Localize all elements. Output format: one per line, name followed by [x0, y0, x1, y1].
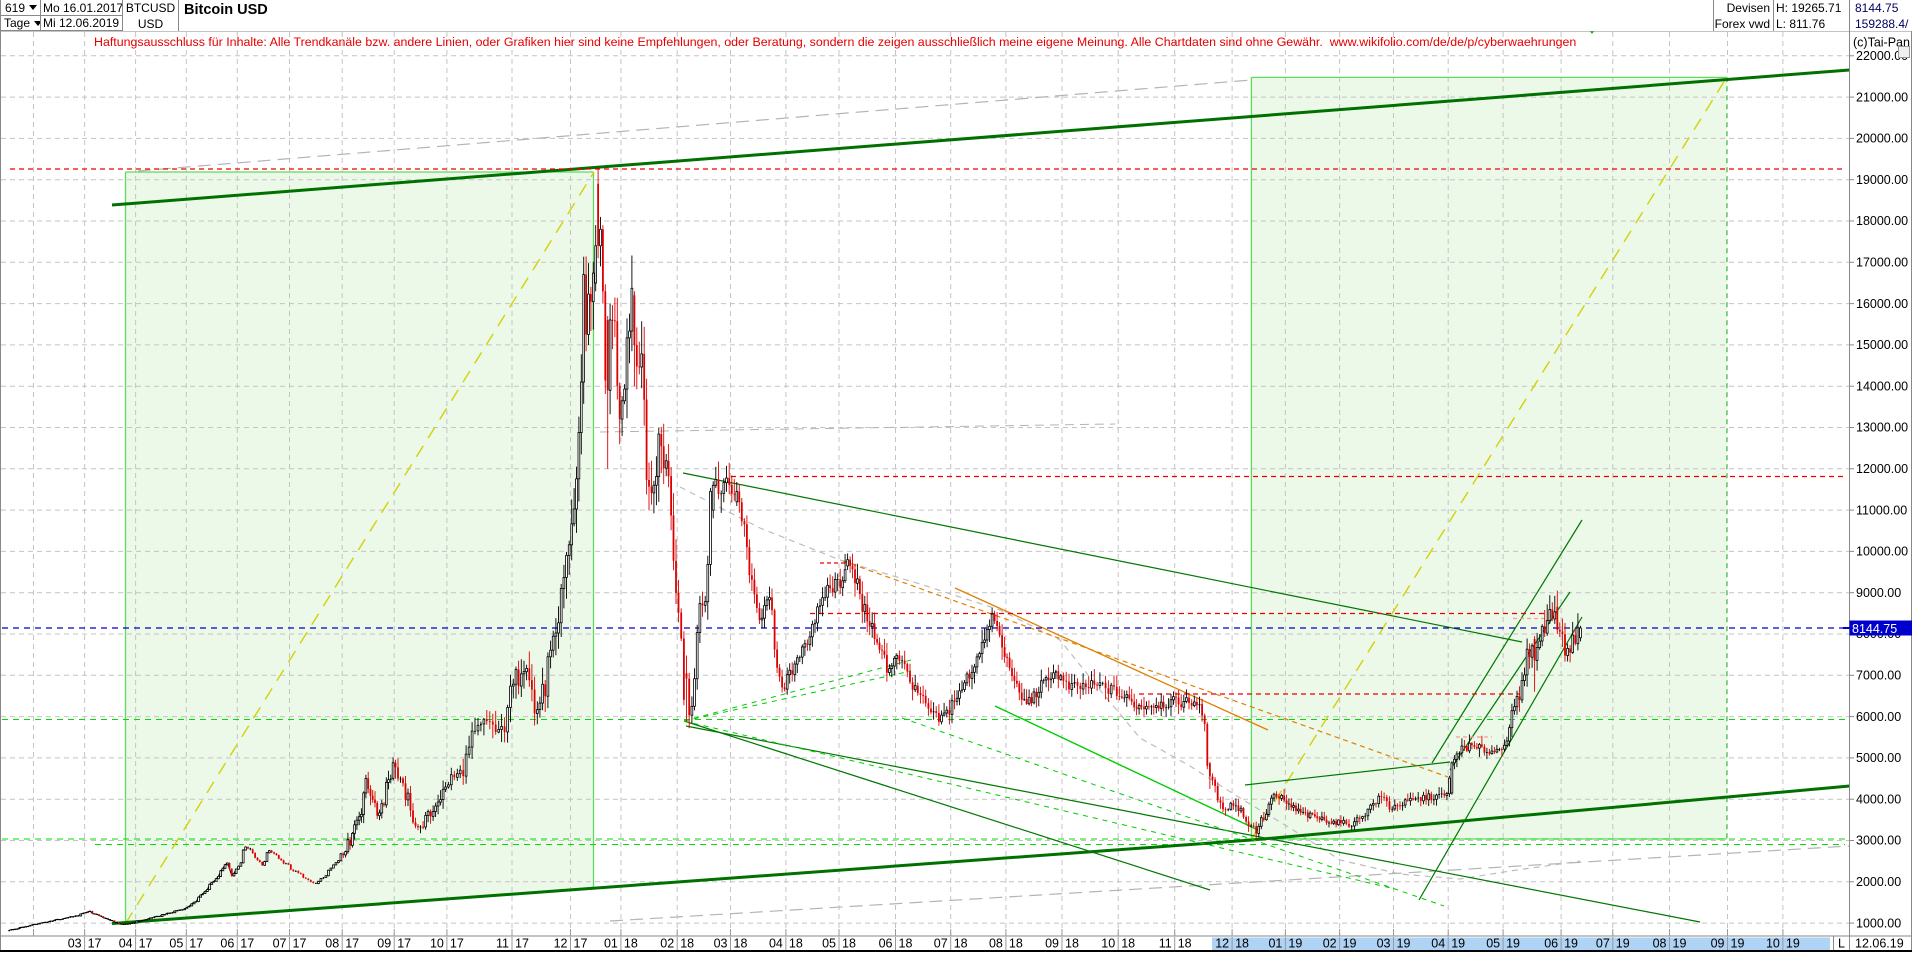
svg-text:9000.00: 9000.00	[1856, 586, 1901, 600]
svg-text:18: 18	[1009, 937, 1023, 951]
svg-text:17: 17	[397, 937, 411, 951]
svg-text:18: 18	[899, 937, 913, 951]
svg-text:11000.00: 11000.00	[1856, 503, 1907, 517]
svg-text:07: 07	[934, 937, 948, 951]
svg-text:08: 08	[989, 937, 1003, 951]
svg-text:17: 17	[88, 937, 102, 951]
svg-text:17: 17	[450, 937, 464, 951]
svg-text:17: 17	[240, 937, 254, 951]
svg-text:11: 11	[1159, 937, 1172, 951]
svg-text:19: 19	[1786, 937, 1800, 951]
svg-text:19: 19	[1506, 937, 1520, 951]
svg-text:01: 01	[1268, 937, 1282, 951]
svg-text:10: 10	[430, 937, 444, 951]
svg-text:08: 08	[1653, 937, 1667, 951]
svg-text:18: 18	[954, 937, 968, 951]
svg-text:1000.00: 1000.00	[1856, 916, 1901, 930]
svg-text:17: 17	[345, 937, 359, 951]
svg-text:8144.75: 8144.75	[1852, 622, 1897, 636]
svg-text:17: 17	[515, 937, 529, 951]
svg-text:17: 17	[139, 937, 153, 951]
svg-text:12: 12	[554, 937, 568, 951]
svg-text:19: 19	[1288, 937, 1302, 951]
svg-text:03: 03	[714, 937, 728, 951]
svg-text:08: 08	[325, 937, 339, 951]
svg-text:06: 06	[220, 937, 234, 951]
svg-text:03: 03	[68, 937, 82, 951]
svg-text:02: 02	[660, 937, 674, 951]
svg-text:06: 06	[879, 937, 893, 951]
svg-text:05: 05	[1486, 937, 1500, 951]
svg-text:19: 19	[1564, 937, 1578, 951]
svg-text:17: 17	[293, 937, 307, 951]
svg-text:12000.00: 12000.00	[1856, 462, 1908, 476]
svg-text:6000.00: 6000.00	[1856, 710, 1901, 724]
svg-text:18: 18	[1065, 937, 1079, 951]
svg-text:02: 02	[1323, 937, 1337, 951]
svg-text:19: 19	[1451, 937, 1465, 951]
svg-text:18: 18	[1235, 937, 1249, 951]
svg-text:19: 19	[1397, 937, 1411, 951]
svg-text:19: 19	[1731, 937, 1745, 951]
svg-text:3000.00: 3000.00	[1856, 834, 1901, 848]
svg-text:20000.00: 20000.00	[1856, 132, 1908, 146]
svg-text:18: 18	[789, 937, 803, 951]
svg-text:18: 18	[734, 937, 748, 951]
svg-text:19: 19	[1616, 937, 1630, 951]
svg-text:04: 04	[1431, 937, 1445, 951]
svg-text:2000.00: 2000.00	[1856, 875, 1901, 889]
svg-text:17000.00: 17000.00	[1856, 256, 1908, 270]
svg-text:L: L	[1838, 937, 1845, 951]
svg-text:10: 10	[1766, 937, 1780, 951]
svg-text:18000.00: 18000.00	[1856, 214, 1908, 228]
svg-text:17: 17	[189, 937, 203, 951]
svg-text:13000.00: 13000.00	[1856, 421, 1908, 435]
svg-text:19: 19	[1673, 937, 1687, 951]
svg-text:18: 18	[842, 937, 856, 951]
svg-text:18: 18	[1178, 937, 1192, 951]
svg-text:01: 01	[604, 937, 618, 951]
svg-text:21000.00: 21000.00	[1856, 90, 1908, 104]
svg-text:09: 09	[1711, 937, 1725, 951]
svg-text:03: 03	[1377, 937, 1391, 951]
svg-text:18: 18	[680, 937, 694, 951]
svg-text:07: 07	[1596, 937, 1610, 951]
svg-text:10: 10	[1101, 937, 1115, 951]
svg-text:10000.00: 10000.00	[1856, 545, 1908, 559]
svg-text:15000.00: 15000.00	[1856, 338, 1908, 352]
svg-text:18: 18	[1121, 937, 1135, 951]
svg-text:09: 09	[377, 937, 391, 951]
svg-text:12: 12	[1215, 937, 1229, 951]
svg-text:11: 11	[496, 937, 509, 951]
svg-text:Haftungsausschluss für Inhalte: Haftungsausschluss für Inhalte: Alle Tre…	[94, 35, 1576, 49]
svg-text:17: 17	[574, 937, 588, 951]
svg-text:06: 06	[1544, 937, 1558, 951]
svg-text:12.06.19: 12.06.19	[1855, 937, 1904, 951]
svg-text:19000.00: 19000.00	[1856, 173, 1908, 187]
svg-text:5000.00: 5000.00	[1856, 751, 1901, 765]
svg-text:7000.00: 7000.00	[1856, 669, 1901, 683]
svg-text:09: 09	[1045, 937, 1059, 951]
svg-text:05: 05	[169, 937, 183, 951]
svg-text:04: 04	[119, 937, 133, 951]
svg-text:18: 18	[624, 937, 638, 951]
svg-text:04: 04	[769, 937, 783, 951]
svg-text:07: 07	[273, 937, 287, 951]
svg-text:16000.00: 16000.00	[1856, 297, 1908, 311]
svg-text:4000.00: 4000.00	[1856, 792, 1901, 806]
svg-text:19: 19	[1343, 937, 1357, 951]
svg-text:05: 05	[822, 937, 836, 951]
svg-text:14000.00: 14000.00	[1856, 379, 1908, 393]
